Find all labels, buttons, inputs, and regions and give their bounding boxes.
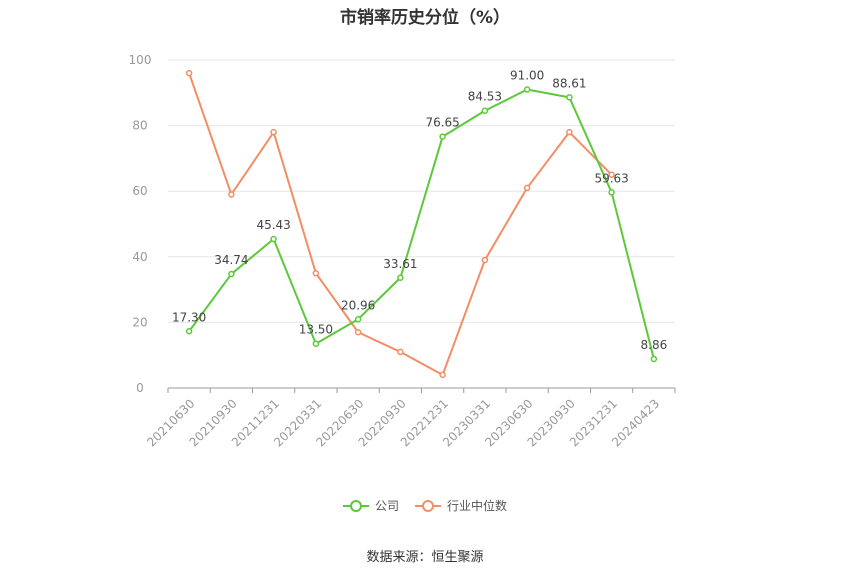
data-point-company[interactable] <box>481 107 489 114</box>
data-point-company[interactable] <box>185 328 193 335</box>
y-tick-label: 60 <box>132 184 147 198</box>
data-point-industry[interactable] <box>228 191 235 198</box>
data-point-industry[interactable] <box>439 371 446 379</box>
y-tick-label: 100 <box>129 53 152 67</box>
legend-company-label: 公司 <box>374 499 399 513</box>
data-point-industry[interactable] <box>312 269 320 277</box>
legend-item-industry[interactable]: 行业中位数 <box>415 497 507 514</box>
data-label-company: 13.50 <box>299 323 333 337</box>
data-point-company[interactable] <box>228 270 235 278</box>
data-point-company[interactable] <box>650 355 658 363</box>
data-label-company: 20.96 <box>341 298 375 312</box>
data-point-industry[interactable] <box>354 328 362 336</box>
data-label-company: 34.74 <box>214 253 248 267</box>
data-point-company[interactable] <box>354 316 362 323</box>
data-label-company: 88.61 <box>552 76 586 90</box>
data-label-company: 45.43 <box>256 218 290 232</box>
legend-company-icon <box>342 499 369 512</box>
y-tick-label: 40 <box>132 250 147 264</box>
data-point-industry[interactable] <box>566 128 573 136</box>
data-point-company[interactable] <box>523 86 531 93</box>
data-label-company: 76.65 <box>425 116 459 130</box>
data-point-company[interactable] <box>439 133 446 140</box>
data-point-industry[interactable] <box>608 171 615 179</box>
data-point-industry[interactable] <box>523 184 531 192</box>
data-label-company: 91.00 <box>510 69 544 83</box>
data-point-company[interactable] <box>397 274 404 282</box>
legend-industry-icon <box>415 499 441 512</box>
data-point-industry[interactable] <box>270 128 277 136</box>
data-label-company: 33.61 <box>383 257 417 271</box>
legend-item-company[interactable]: 公司 <box>342 497 399 514</box>
data-point-industry[interactable] <box>185 69 193 77</box>
data-label-company: 17.30 <box>172 310 206 324</box>
chart-title: 市销率历史分位（%） <box>339 8 511 28</box>
data-point-industry[interactable] <box>481 256 489 264</box>
data-point-company[interactable] <box>270 235 277 243</box>
data-label-company: 59.63 <box>594 171 628 185</box>
series-line-company <box>188 88 655 360</box>
series-line-industry <box>188 72 613 376</box>
data-label-company: 8.86 <box>641 338 668 352</box>
data-point-company[interactable] <box>566 94 573 101</box>
legend: 公司 行业中位数 <box>0 497 850 514</box>
data-point-industry[interactable] <box>397 348 404 356</box>
y-tick-label: 0 <box>136 381 144 395</box>
legend-industry-label: 行业中位数 <box>447 499 508 513</box>
data-point-company[interactable] <box>312 340 320 347</box>
source-note: 数据来源：恒生聚源 <box>366 550 484 565</box>
data-point-company[interactable] <box>608 189 615 196</box>
y-tick-label: 20 <box>132 315 147 329</box>
data-label-company: 84.53 <box>468 90 502 104</box>
y-tick-label: 80 <box>132 119 147 133</box>
